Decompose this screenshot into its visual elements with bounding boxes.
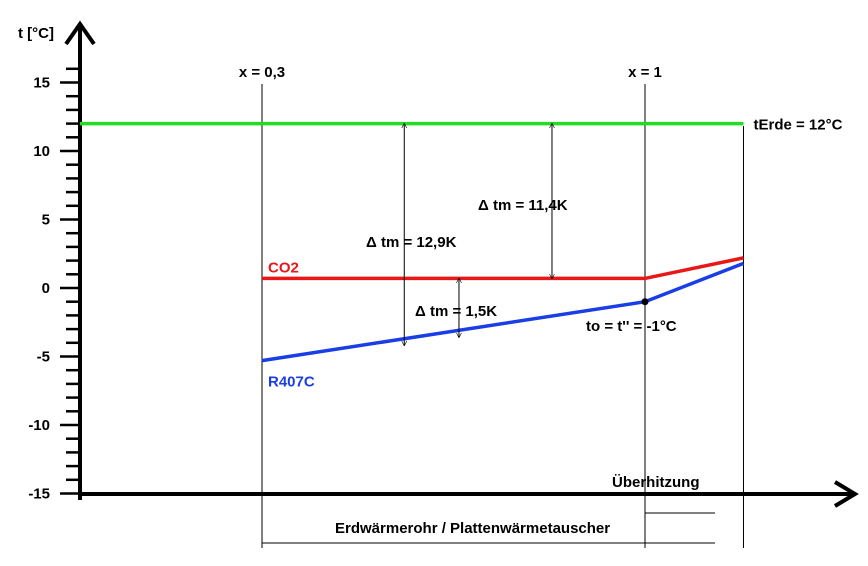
series-line xyxy=(262,256,744,281)
dtm-diff-label: Δ tm = 1,5K xyxy=(415,303,497,320)
series-label: R407C xyxy=(268,374,315,391)
x-markers: x = 0,3 x = 1 xyxy=(239,64,744,548)
x-axis-arrowhead xyxy=(833,480,859,508)
y-tick-label: -15 xyxy=(28,486,50,503)
y-axis-label: t [°C] xyxy=(18,25,54,42)
x-marker-label: x = 0,3 xyxy=(239,64,285,81)
delta-arrows xyxy=(404,124,552,346)
x-marker-label: x = 1 xyxy=(628,64,662,81)
y-tick-label: 0 xyxy=(42,280,50,297)
dtm-r407c-label: Δ tm = 12,9K xyxy=(366,234,457,251)
y-tick-label: 15 xyxy=(33,75,50,92)
series-lines: tErde = 12°C CO2 R407C xyxy=(80,117,843,391)
y-tick-label: 5 xyxy=(42,212,50,229)
y-ticks: 15 10 5 0 -5 -10 -15 xyxy=(28,67,80,503)
dtm-co2-label: Δ tm = 11,4K xyxy=(478,197,568,214)
y-tick-label: -5 xyxy=(37,349,50,366)
to-point-marker xyxy=(641,298,649,306)
y-tick-label: -10 xyxy=(28,417,50,434)
to-point-label: to = t'' = -1°C xyxy=(586,318,677,335)
y-axis-arrowhead xyxy=(64,20,96,46)
exchanger-label: Erdwärmerohr / Plattenwärmetauscher xyxy=(335,520,610,537)
y-tick-label: 10 xyxy=(33,143,50,160)
superheat-label: Überhitzung xyxy=(612,474,700,491)
series-label: tErde = 12°C xyxy=(753,117,842,134)
series-label: CO2 xyxy=(268,259,299,276)
